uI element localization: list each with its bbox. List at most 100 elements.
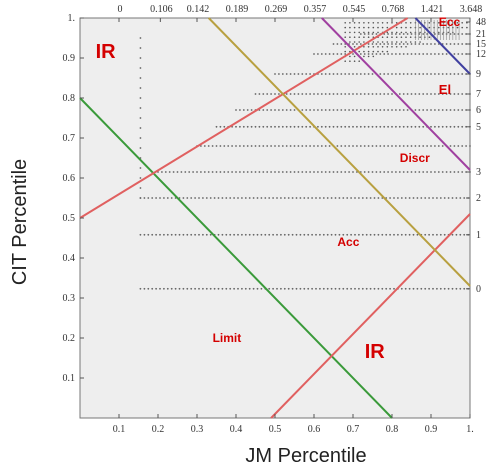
data-point — [359, 125, 362, 128]
data-point — [434, 73, 436, 75]
data-point — [239, 109, 241, 111]
data-point — [391, 93, 393, 95]
data-point — [379, 43, 382, 45]
region-label: IR — [96, 41, 117, 63]
data-point — [461, 22, 464, 24]
data-point — [309, 109, 311, 111]
data-point — [311, 197, 313, 199]
data-point — [319, 197, 321, 199]
data-point — [159, 233, 161, 236]
data-point — [437, 93, 440, 95]
data-point — [340, 53, 343, 55]
data-point — [281, 73, 284, 75]
data-point — [456, 26, 459, 29]
data-point — [367, 50, 370, 53]
data-point — [418, 171, 421, 173]
data-point — [410, 73, 413, 75]
data-point — [349, 31, 351, 34]
data-point — [391, 22, 393, 24]
data-point — [398, 109, 401, 111]
data-point — [359, 73, 362, 75]
data-point — [239, 125, 241, 128]
point-row — [139, 197, 469, 199]
data-point — [190, 233, 193, 236]
data-point — [449, 125, 452, 128]
data-point — [295, 233, 298, 236]
data-point — [352, 43, 354, 45]
data-point — [196, 171, 198, 173]
data-point — [283, 287, 286, 290]
point-row — [274, 73, 471, 75]
data-point — [287, 287, 290, 290]
data-point — [213, 287, 216, 290]
data-point — [359, 43, 362, 45]
data-point — [455, 233, 458, 236]
data-point — [203, 145, 206, 147]
data-point — [393, 197, 395, 199]
data-point — [412, 287, 415, 290]
data-point — [445, 109, 448, 111]
data-point — [328, 171, 331, 173]
data-point — [424, 287, 427, 290]
data-point — [139, 87, 142, 89]
data-point — [386, 36, 389, 38]
data-point — [174, 233, 177, 236]
data-point — [453, 125, 456, 128]
data-point — [320, 73, 323, 75]
data-point — [166, 287, 169, 290]
data-point — [398, 53, 401, 55]
data-point — [344, 22, 347, 24]
data-point — [434, 43, 436, 45]
data-point — [293, 145, 296, 147]
data-point — [377, 233, 380, 236]
data-point — [371, 53, 374, 55]
data-point — [256, 287, 259, 290]
data-point — [348, 125, 350, 128]
data-point — [274, 171, 276, 173]
data-point — [404, 197, 407, 199]
data-point — [233, 233, 236, 236]
data-point — [406, 145, 409, 147]
data-point — [428, 197, 430, 199]
data-point — [391, 41, 393, 43]
data-point — [387, 125, 389, 128]
data-point — [406, 171, 409, 173]
x-tick-label: 0.7 — [347, 424, 360, 435]
data-point — [441, 145, 444, 147]
data-point — [395, 46, 398, 48]
data-point — [358, 233, 360, 236]
data-point — [422, 145, 425, 147]
data-point — [377, 46, 379, 48]
data-point — [398, 93, 401, 95]
data-point — [344, 73, 347, 75]
data-point — [426, 145, 428, 147]
data-point — [358, 41, 361, 43]
data-point — [280, 197, 282, 199]
data-point — [330, 287, 333, 290]
data-point — [338, 287, 341, 290]
data-point — [443, 197, 446, 199]
data-point — [352, 53, 354, 55]
data-point — [291, 287, 294, 290]
y-tick-label: 0.1 — [63, 373, 76, 384]
data-point — [361, 287, 364, 290]
data-point — [348, 73, 350, 75]
data-point — [457, 145, 460, 147]
data-point — [258, 125, 261, 128]
data-point — [242, 109, 245, 111]
data-point — [155, 233, 158, 236]
data-point — [386, 22, 389, 24]
data-point — [363, 55, 365, 58]
data-point — [274, 125, 276, 128]
data-point — [406, 93, 409, 95]
data-point — [375, 145, 378, 147]
data-point — [353, 55, 356, 58]
data-point — [258, 93, 261, 95]
data-point — [453, 109, 456, 111]
data-point — [139, 197, 142, 199]
data-point — [281, 145, 284, 147]
data-point — [400, 41, 403, 43]
data-point — [369, 197, 372, 199]
data-point — [276, 287, 278, 290]
data-point — [402, 109, 405, 111]
